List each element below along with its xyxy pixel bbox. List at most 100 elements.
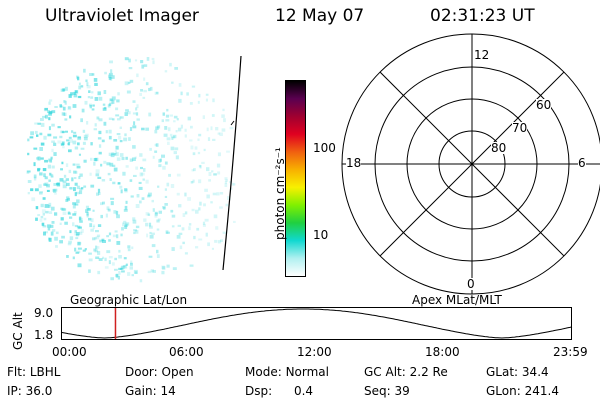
emission-pixel [184,128,187,132]
emission-pixel [202,115,205,119]
emission-pixel [40,215,44,219]
emission-pixel [199,201,202,206]
emission-pixel [43,183,47,186]
emission-pixel [109,60,113,64]
emission-pixel [172,267,177,270]
emission-pixel [219,192,224,195]
emission-pixel [41,209,46,213]
emission-pixel [115,273,118,278]
lat-label-60: 60 [536,98,552,112]
emission-pixel [141,127,145,132]
emission-pixel [72,222,75,227]
emission-pixel [48,211,53,214]
emission-pixel [72,104,77,108]
emission-pixel [101,179,106,182]
emission-pixel [177,224,181,227]
emission-pixel [132,219,137,224]
emission-pixel [110,69,113,73]
dsp-label: Dsp: [245,384,273,398]
emission-pixel [75,237,79,240]
emission-pixel [145,222,149,227]
emission-pixel [145,127,149,131]
emission-pixel [54,212,58,216]
emission-pixel [149,231,152,235]
emission-pixel [116,133,121,136]
emission-pixel [73,170,77,174]
emission-pixel [40,118,44,121]
emission-pixel [114,268,118,271]
emission-pixel [65,199,69,202]
emission-pixel [109,178,112,181]
emission-pixel [131,246,134,250]
emission-pixel [112,118,115,121]
emission-pixel [37,122,41,125]
emission-pixel [69,216,73,219]
emission-pixel [120,266,123,269]
emission-pixel [67,198,70,201]
emission-pixel [86,213,89,218]
emission-pixel [130,262,133,266]
emission-pixel [48,237,52,242]
emission-pixel [91,91,94,94]
emission-pixel [223,118,226,123]
lat-label-80: 80 [491,141,507,155]
emission-pixel [43,231,46,236]
emission-pixel [40,157,44,160]
emission-pixel [74,224,78,228]
emission-pixel [152,270,156,273]
emission-pixel [140,172,145,176]
emission-pixel [83,185,87,188]
emission-pixel [184,252,188,255]
emission-pixel [88,217,92,221]
emission-pixel [162,266,166,270]
emission-pixel [120,189,123,194]
emission-pixel [194,146,198,150]
emission-pixel [94,123,97,127]
emission-pixel [156,228,160,231]
emission-pixel [31,197,36,202]
emission-pixel [212,98,215,103]
emission-pixel [113,210,117,214]
emission-pixel [68,136,72,139]
emission-pixel [225,179,228,182]
emission-pixel [222,108,225,112]
emission-pixel [233,220,236,223]
emission-pixel [59,222,62,225]
emission-pixel [114,257,117,261]
emission-pixel [49,99,53,102]
emission-pixel [54,192,57,195]
emission-pixel [207,242,210,247]
emission-pixel [95,230,99,233]
emission-pixel [134,230,139,234]
emission-pixel [169,133,173,137]
emission-pixel [67,242,72,246]
emission-pixel [127,81,131,84]
emission-pixel [135,166,138,170]
emission-pixel [143,218,147,222]
emission-pixel [102,107,107,111]
emission-pixel [40,122,45,127]
emission-pixel [60,88,65,92]
glon-value: 241.4 [524,384,559,398]
emission-pixel [104,266,109,269]
emission-pixel [119,140,123,143]
emission-pixel [141,197,145,200]
emission-pixel [167,127,171,132]
emission-pixel [115,210,119,215]
emission-pixel [80,229,84,233]
emission-pixel [154,150,158,153]
emission-pixel [72,202,77,205]
emission-pixel [125,263,128,266]
emission-pixel [171,247,175,251]
emission-pixel [96,192,99,196]
emission-pixel [37,156,41,161]
emission-pixel [164,126,168,130]
emission-pixel [64,221,68,225]
emission-pixel [57,140,62,144]
emission-pixel [225,203,229,207]
emission-pixel [62,211,67,215]
earth-limb [222,55,242,271]
emission-pixel [147,194,151,198]
emission-pixel [48,204,51,208]
emission-pixel [233,183,236,186]
